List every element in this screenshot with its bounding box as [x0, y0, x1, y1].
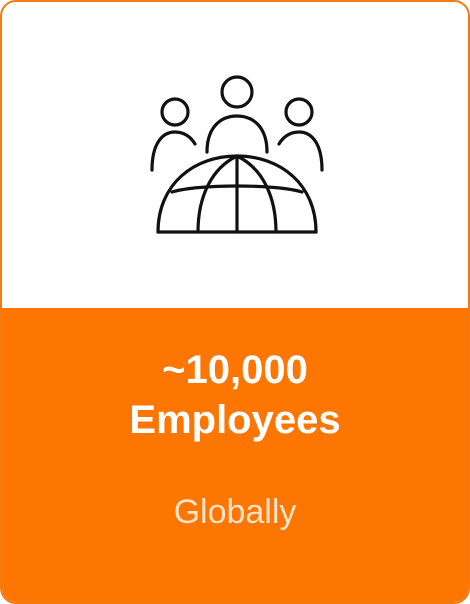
stat-panel: ~10,000 Employees Globally	[2, 308, 468, 602]
stat-value: ~10,000	[162, 348, 308, 392]
stat-caption: Globally	[173, 493, 297, 531]
stat-label: Employees	[129, 398, 341, 442]
people-globe-icon	[148, 72, 326, 238]
card-icon-area	[2, 2, 468, 308]
